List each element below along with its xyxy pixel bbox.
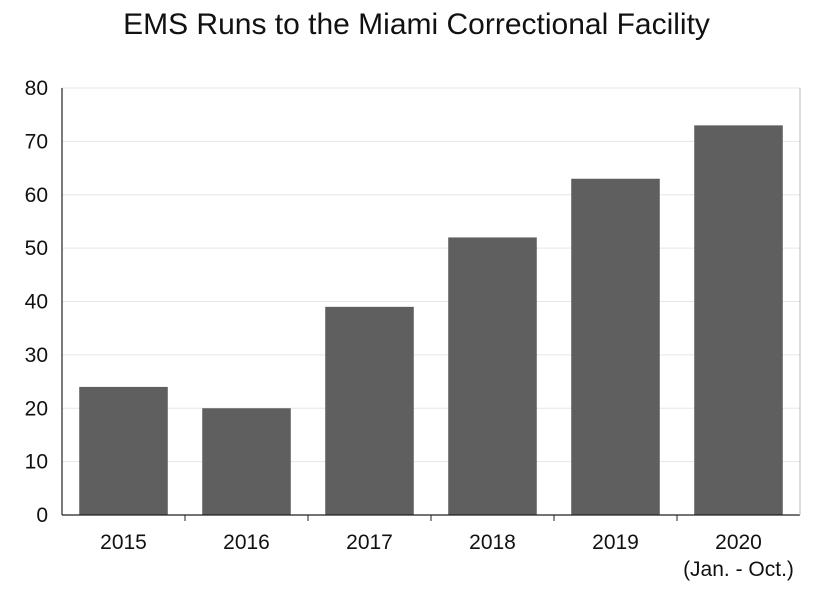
x-tick-label: 2017	[346, 531, 393, 554]
y-tick-label: 30	[25, 344, 48, 367]
y-tick-label: 10	[25, 451, 48, 474]
y-tick-label: 80	[25, 77, 48, 100]
bar	[79, 386, 168, 515]
x-tick-label: 2020	[715, 531, 762, 554]
bar	[571, 178, 660, 516]
bar	[694, 125, 783, 516]
tick-labels: 0 10 20 30 40 50 60 70 80 2015 2016 2017 2018 2019 202…	[25, 77, 794, 581]
x-tick-label: 2019	[592, 531, 639, 554]
y-tick-label: 60	[25, 184, 48, 207]
axes	[61, 88, 801, 521]
x-tick-label: 2016	[223, 531, 270, 554]
x-tick-sublabel: (Jan. - Oct.)	[683, 558, 794, 581]
x-tick-label: 2018	[469, 531, 516, 554]
bar	[202, 408, 291, 515]
bar	[325, 306, 414, 515]
y-tick-label: 40	[25, 291, 48, 314]
bar	[448, 237, 537, 515]
y-tick-label: 50	[25, 237, 48, 260]
y-tick-label: 70	[25, 130, 48, 153]
bars	[79, 125, 783, 516]
grid-lines	[62, 87, 800, 463]
y-tick-label: 0	[36, 504, 48, 527]
y-tick-label: 20	[25, 397, 48, 420]
x-tick-label: 2015	[100, 531, 147, 554]
chart-title: EMS Runs to the Miami Correctional Facil…	[123, 8, 710, 41]
